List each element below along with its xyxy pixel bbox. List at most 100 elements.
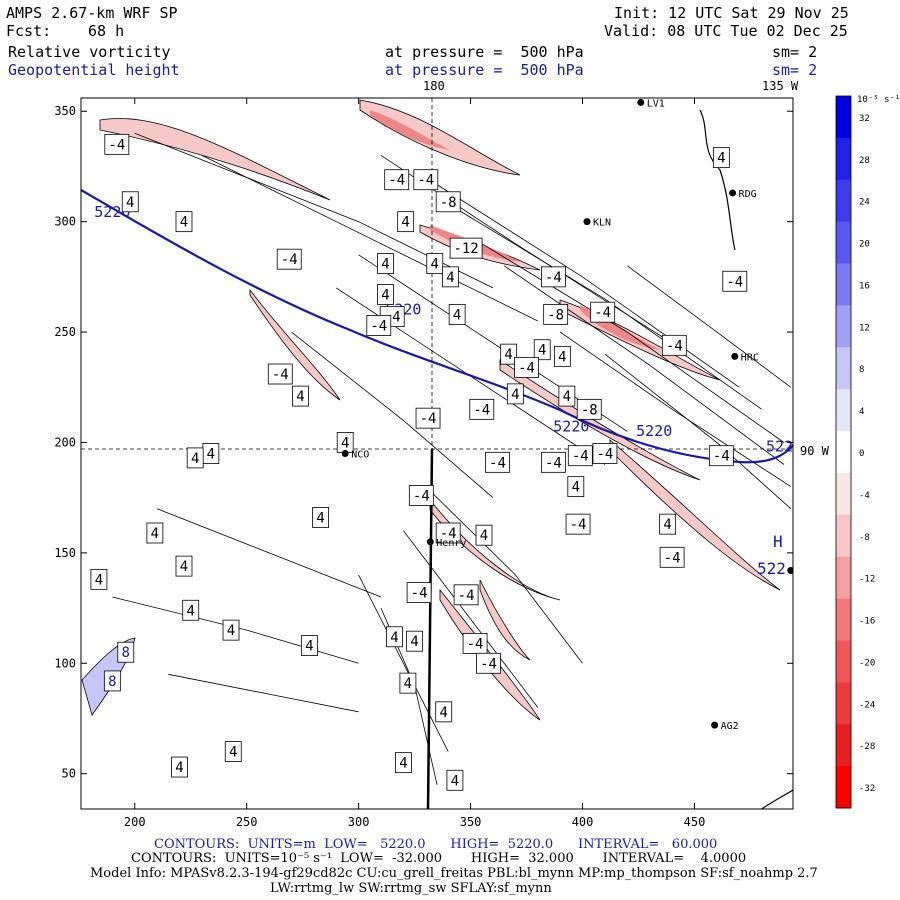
station-marker: AG2	[711, 721, 739, 732]
vorticity-label: 4	[312, 507, 329, 528]
svg-text:-4: -4	[473, 402, 490, 418]
coastline	[699, 109, 793, 809]
svg-text:-4: -4	[596, 447, 613, 463]
vorticity-label: -4	[406, 582, 432, 604]
colorbar-label: 12	[859, 323, 870, 333]
colorbar-segment	[836, 263, 851, 306]
svg-text:-4: -4	[572, 449, 589, 465]
vorticity-label: -4	[659, 546, 685, 568]
vorticity-label: -4	[384, 169, 410, 191]
x-tick-label: 200	[124, 815, 146, 829]
vorticity-label: 4	[475, 524, 493, 546]
svg-text:4: 4	[572, 480, 580, 496]
vorticity-label: -4	[276, 248, 302, 270]
station-label: LV1	[647, 98, 665, 109]
svg-text:8: 8	[122, 645, 130, 661]
vorticity-label: 4	[435, 701, 453, 723]
svg-text:-4: -4	[489, 455, 506, 471]
field1-name: Relative vorticity	[8, 43, 171, 61]
colorbar-segment	[836, 724, 851, 767]
svg-text:-4: -4	[417, 173, 434, 189]
svg-text:4: 4	[305, 639, 313, 655]
vorticity-label: 4	[426, 253, 444, 275]
vorticity-label: 4	[406, 630, 424, 652]
vorticity-label: -8	[576, 398, 602, 420]
colorbar-label: -24	[859, 700, 875, 710]
colorbar-label: -12	[859, 575, 875, 585]
svg-text:-4: -4	[458, 588, 475, 604]
svg-text:-4: -4	[726, 274, 743, 290]
vorticity-contour-line	[134, 132, 494, 289]
forecast-label: Fcst:	[6, 22, 52, 40]
svg-text:-4: -4	[570, 517, 587, 533]
svg-text:4: 4	[563, 389, 571, 405]
vorticity-label: -4	[722, 270, 748, 292]
svg-text:-4: -4	[388, 173, 405, 189]
y-tick-label: 350	[54, 104, 76, 118]
init-time: Init: 12 UTC Sat 29 Nov 25	[614, 4, 849, 22]
vorticity-label: 4	[386, 626, 403, 648]
colorbar-segment	[836, 472, 851, 516]
vorticity-label: -4	[104, 133, 130, 155]
vorticity-label: 4	[446, 769, 464, 791]
colorbar-label: 16	[859, 281, 870, 291]
vorticity-contour-line	[604, 353, 792, 509]
svg-text:4: 4	[381, 288, 389, 304]
vorticity-label: 4	[224, 741, 242, 762]
colorbar-label: -28	[859, 742, 875, 752]
plot-frame	[80, 97, 794, 810]
vorticity-label: -4	[453, 584, 479, 606]
colorbar-segment	[836, 137, 851, 181]
vorticity-label: 4	[397, 211, 415, 233]
station-marker: Henry	[426, 538, 466, 549]
station-label: Henry	[436, 538, 466, 549]
colorbar-segment	[836, 347, 851, 390]
vorticity-contour-line	[168, 673, 359, 713]
svg-text:4: 4	[431, 257, 439, 273]
svg-text:4: 4	[180, 215, 188, 231]
vorticity-label: 4	[506, 383, 524, 405]
vorticity-label: -4	[366, 315, 392, 336]
vorticity-label: 4	[553, 345, 571, 367]
svg-text:4: 4	[180, 559, 188, 575]
vorticity-contour-line	[425, 486, 583, 664]
colorbar-segment	[836, 179, 851, 223]
colorbar-label: 0	[859, 449, 864, 459]
svg-text:-4: -4	[545, 270, 562, 286]
colorbar-segment	[836, 682, 851, 725]
station-label: RDG	[739, 189, 757, 200]
svg-text:4: 4	[296, 389, 304, 405]
field2-level: at pressure = 500 hPa	[385, 61, 584, 79]
vorticity-contour-line	[112, 596, 359, 664]
vorticity-label: 4	[300, 635, 318, 657]
vorticity-label: 4	[399, 672, 417, 694]
svg-text:4: 4	[151, 526, 159, 542]
svg-text:4: 4	[316, 511, 324, 527]
vorticity-label: -4	[435, 522, 461, 544]
height-contour-label: 5220	[636, 422, 672, 440]
colorbar-label: -8	[859, 533, 870, 543]
colorbar-label: 28	[859, 156, 870, 166]
vorticity-label: 4	[395, 752, 412, 774]
vorticity-label: -4	[267, 363, 293, 385]
x-tick-label: 350	[460, 815, 482, 829]
svg-text:4: 4	[446, 270, 454, 286]
svg-text:-4: -4	[281, 252, 298, 268]
svg-text:-8: -8	[440, 195, 457, 211]
field2-smoothing: sm= 2	[772, 61, 818, 79]
svg-text:4: 4	[399, 756, 407, 772]
svg-text:4: 4	[207, 447, 215, 463]
vorticity-label: -4	[592, 443, 618, 464]
vorticity-label: -8	[543, 303, 569, 325]
vorticity-label: 4	[558, 385, 576, 407]
colorbar-segment	[836, 389, 851, 432]
svg-text:-4: -4	[467, 636, 484, 652]
svg-text:4: 4	[439, 705, 447, 721]
svg-text:-4: -4	[713, 449, 730, 465]
vorticity-label: -4	[413, 169, 439, 191]
svg-text:4: 4	[451, 773, 459, 789]
vorticity-label: 4	[202, 443, 220, 464]
svg-text:4: 4	[504, 347, 512, 363]
vorticity-label: -4	[469, 398, 495, 420]
